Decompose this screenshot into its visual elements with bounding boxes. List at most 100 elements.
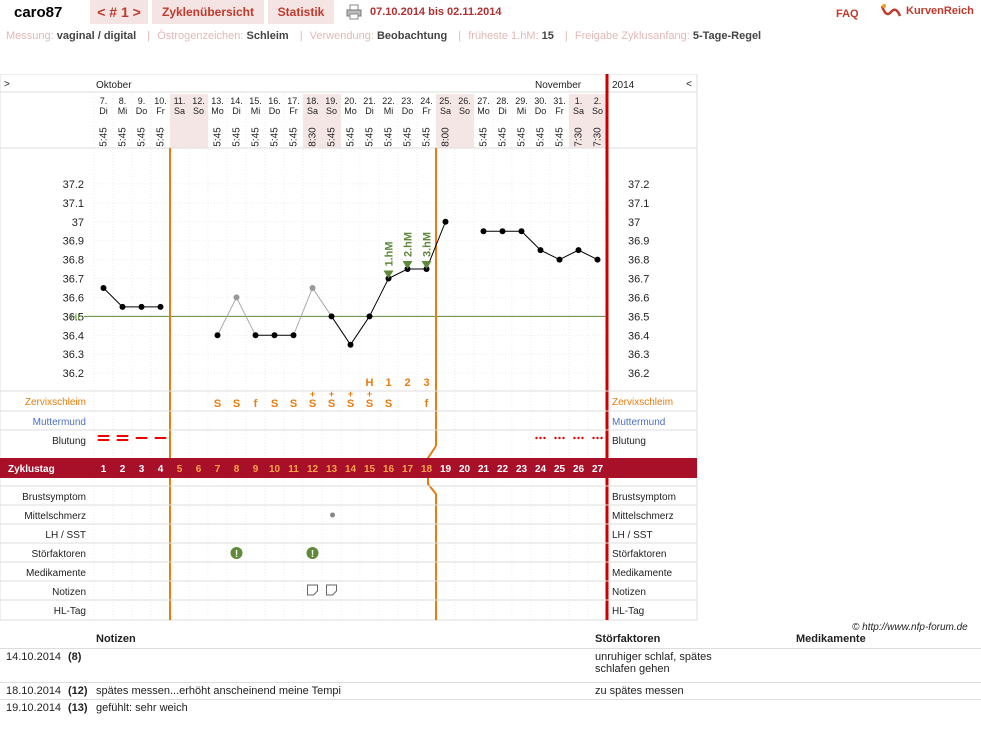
mucus-symbol: S — [309, 398, 316, 410]
day-date: 18. — [306, 96, 319, 106]
measure-time: 5:45 — [232, 127, 243, 147]
measure-time: 8:00 — [441, 127, 452, 147]
temp-point[interactable] — [423, 266, 430, 273]
temp-point[interactable] — [404, 266, 411, 273]
cycle-day-number: 11 — [288, 464, 299, 475]
temp-line-segment — [293, 287, 313, 336]
row-label-meds: Medikamente — [26, 568, 86, 579]
row-label-disturb: Störfaktoren — [32, 549, 86, 560]
temp-point[interactable] — [366, 313, 373, 320]
bleeding-spot — [577, 436, 580, 440]
cycle-day-number: 25 — [554, 464, 566, 475]
day-weekday: Fr — [156, 106, 165, 116]
y-tick-label-right: 36.6 — [628, 292, 649, 304]
weekend-shade — [303, 94, 322, 148]
y-tick-label-left: 37.1 — [63, 198, 84, 210]
cycle-day-number: 14 — [345, 464, 357, 475]
cycle-nav-button[interactable]: < # 1 > — [90, 0, 148, 24]
note-icon[interactable] — [307, 584, 318, 596]
y-tick-label-left: 36.5 — [63, 311, 84, 323]
y-tick-label-left: 36.3 — [63, 349, 84, 361]
mucus-symbol: S — [290, 398, 297, 410]
bleeding-spot — [592, 436, 595, 440]
measure-time: 5:45 — [99, 127, 110, 147]
temp-point[interactable] — [328, 313, 335, 320]
cycle-day-number: 18 — [421, 464, 433, 475]
bleeding-spot — [554, 436, 557, 440]
note-icon[interactable] — [326, 584, 337, 596]
temp-point[interactable] — [556, 256, 563, 263]
day-weekday: Do — [535, 106, 547, 116]
day-date: 21. — [363, 96, 376, 106]
bleeding-heavy — [97, 439, 110, 441]
first-hm-label: früheste 1.hM: — [468, 30, 539, 42]
temp-point[interactable] — [594, 256, 601, 263]
temp-point[interactable] — [442, 218, 449, 225]
row-label-right-notes: Notizen — [612, 587, 646, 598]
temp-point[interactable] — [499, 228, 506, 235]
day-date: 23. — [401, 96, 414, 106]
usage-value: Beobachtung — [376, 30, 448, 42]
temp-line-segment — [369, 278, 389, 317]
bleeding-heavy — [116, 435, 129, 437]
y-tick-label-right: 36.5 — [628, 311, 649, 323]
row-label-cervix: Muttermund — [33, 417, 86, 428]
copyright: © http://www.nfp-forum.de — [852, 622, 968, 633]
temp-line-segment — [312, 287, 332, 317]
measure-value: vaginal / digital — [56, 30, 137, 42]
release-label: Freigabe Zyklusanfang: — [574, 30, 690, 42]
cycle-settings: Messung: vaginal / digital | Östrogenzei… — [6, 30, 762, 42]
measure-time: 5:45 — [384, 127, 395, 147]
temp-point[interactable] — [290, 332, 297, 339]
temp-point[interactable] — [271, 332, 278, 339]
temp-point[interactable] — [157, 303, 164, 310]
day-date: 1. — [575, 96, 583, 106]
day-date: 25. — [439, 96, 452, 106]
temp-point[interactable] — [347, 341, 354, 348]
day-weekday: Fr — [422, 106, 431, 116]
temp-point[interactable] — [537, 247, 544, 254]
tab-statistics[interactable]: Statistik — [268, 0, 334, 24]
bleeding-spot — [562, 436, 565, 440]
temp-point[interactable] — [309, 284, 316, 291]
temp-point[interactable] — [518, 228, 525, 235]
temp-point[interactable] — [575, 247, 582, 254]
bleeding-spot — [543, 436, 546, 440]
faq-link[interactable]: FAQ — [836, 8, 859, 20]
temp-point[interactable] — [252, 332, 259, 339]
temp-point[interactable] — [214, 332, 221, 339]
row-label-bleeding: Blutung — [52, 436, 86, 447]
day-date: 14. — [230, 96, 243, 106]
temp-point[interactable] — [100, 284, 107, 291]
temp-point[interactable] — [138, 303, 145, 310]
measure-time: 5:45 — [118, 127, 129, 147]
y-tick-label-left: 37 — [72, 217, 84, 229]
disturb-icon[interactable] — [306, 547, 319, 559]
notes-column-header: Notizen — [96, 633, 136, 645]
temp-point[interactable] — [119, 303, 126, 310]
mucus-symbol: f — [425, 398, 429, 410]
cycle-day-label: Zyklustag — [8, 464, 55, 475]
evaluation-line-lower — [427, 445, 437, 620]
tab-cycle-overview[interactable]: Zyklenübersicht — [152, 0, 264, 24]
row-label-right-lh: LH / SST — [612, 530, 653, 541]
bleeding-medium — [154, 437, 167, 439]
day-date: 27. — [477, 96, 490, 106]
measure-time: 5:45 — [498, 127, 509, 147]
kurvenreich-logo[interactable]: KurvenReich — [906, 5, 974, 17]
cycle-day-bar — [0, 458, 697, 478]
disturb-icon[interactable] — [230, 547, 243, 559]
cycle-day-number: 5 — [177, 464, 183, 475]
printer-icon[interactable] — [346, 4, 362, 20]
cycle-day-number: 9 — [253, 464, 259, 475]
day-weekday: Sa — [573, 106, 584, 116]
measure-time: 8:30 — [308, 127, 319, 147]
cycle-day-number: 2 — [120, 464, 126, 475]
kurvenreich-logo-icon[interactable] — [880, 2, 902, 20]
day-weekday: Fr — [289, 106, 298, 116]
note-text: spätes messen...erhöht anscheinend meine… — [96, 685, 341, 697]
temp-point[interactable] — [480, 228, 487, 235]
temp-point[interactable] — [233, 294, 240, 301]
day-weekday: Di — [498, 106, 507, 116]
temp-line-segment — [103, 287, 123, 308]
